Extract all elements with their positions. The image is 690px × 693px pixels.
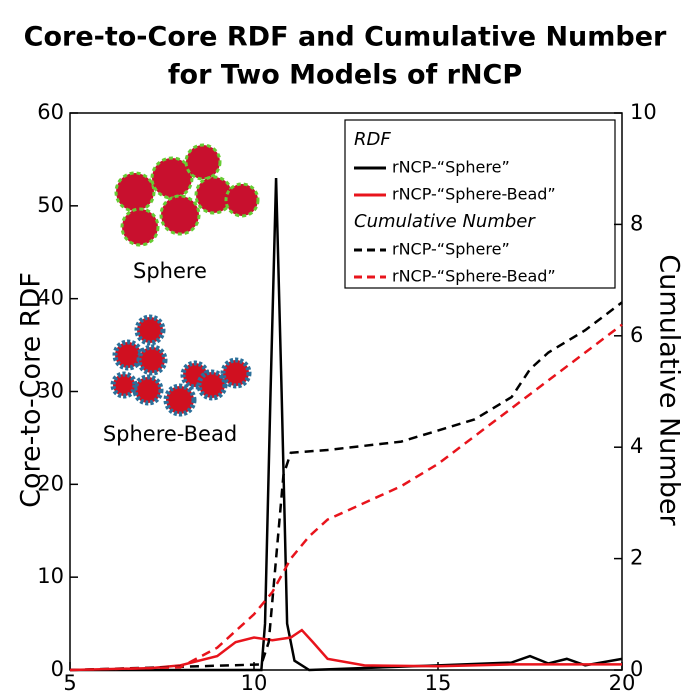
y2-tick-label: 10 [630, 100, 657, 124]
y-tick-label: 50 [37, 193, 64, 217]
x-tick-label: 5 [63, 671, 76, 693]
legend-label: rNCP-“Sphere-Bead” [392, 185, 556, 204]
y-tick-label: 40 [37, 286, 64, 310]
legend-title: Cumulative Number [354, 211, 536, 232]
sphere-bead-model-image [110, 314, 252, 417]
annotation: Sphere-Bead [103, 422, 237, 446]
y2-tick-label: 2 [630, 546, 643, 570]
data-line [69, 628, 622, 672]
y-tick-label: 20 [37, 471, 64, 495]
y2-tick-label: 0 [630, 657, 643, 681]
data-line [69, 323, 623, 672]
x-tick-label: 10 [241, 671, 268, 693]
x-tick-label: 20 [609, 671, 636, 693]
chart-title: Core-to-Core RDF and Cumulative Number [24, 22, 667, 53]
data-line [70, 177, 623, 672]
y-tick-label: 30 [37, 379, 64, 403]
legend-label: rNCP-“Sphere” [392, 240, 510, 259]
legend [344, 119, 616, 289]
y2-tick-label: 8 [630, 211, 643, 235]
y-tick-label: 0 [51, 657, 64, 681]
legend-label: rNCP-“Sphere” [392, 158, 510, 177]
x-tick-label: 15 [425, 671, 452, 693]
y2-tick-label: 4 [630, 434, 643, 458]
legend-title: RDF [354, 129, 391, 150]
y2-axis-label: Cumulative Number [654, 254, 685, 526]
sphere-model-image [114, 143, 260, 247]
annotation: Sphere [133, 259, 207, 283]
data-line [69, 301, 623, 672]
y-tick-label: 10 [37, 564, 64, 588]
legend-label: rNCP-“Sphere-Bead” [392, 267, 556, 286]
y2-tick-label: 6 [630, 323, 643, 347]
y-axis-label: Core-to-Core RDF [16, 272, 47, 508]
chart-title: for Two Models of rNCP [168, 60, 522, 91]
y-tick-label: 60 [37, 100, 64, 124]
